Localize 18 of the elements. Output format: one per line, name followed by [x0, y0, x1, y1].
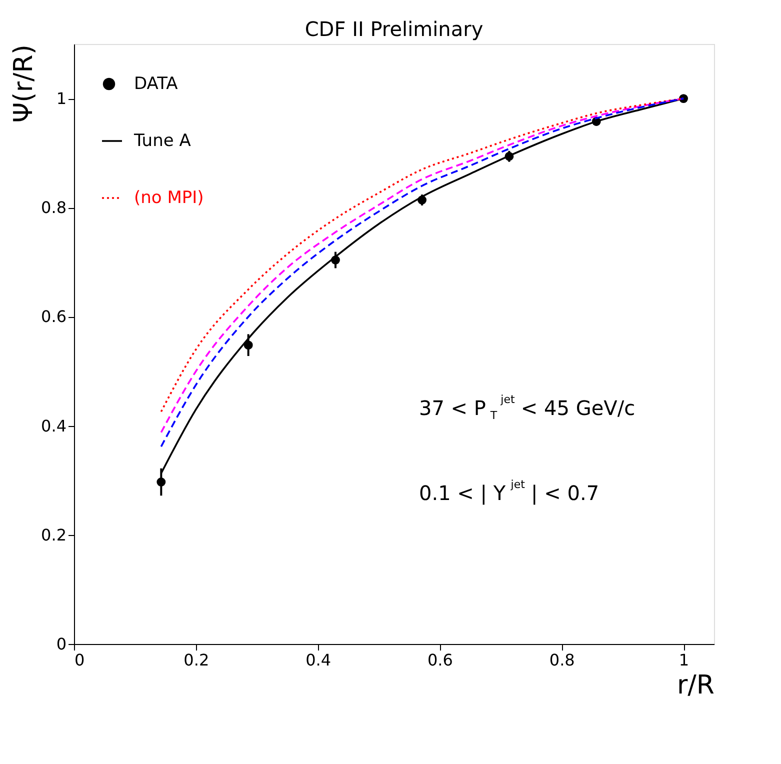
x-tick-label: 1 [678, 650, 690, 670]
y-axis-title: Ψ(r/R) [9, 44, 40, 123]
y-tick-label: 0.8 [41, 198, 66, 218]
legend-label: (no MPI) [134, 188, 204, 208]
x-tick-label: 0.6 [427, 650, 453, 670]
y-tick-label: 0 [56, 634, 66, 654]
y-tick-label: 1 [56, 89, 66, 108]
legend-label: DATA [134, 74, 178, 94]
x-tick-label: 0.2 [184, 650, 210, 670]
chart-title: CDF II Preliminary [304, 17, 484, 41]
x-tick-label: 0 [74, 650, 85, 670]
x-axis-title: r/R [676, 670, 714, 700]
y-tick-label: 0.6 [41, 307, 66, 326]
x-tick-label: 0.4 [306, 650, 332, 670]
legend-label: Tune A [133, 131, 192, 151]
x-tick-label: 0.8 [549, 650, 575, 670]
y-tick-label: 0.4 [41, 416, 66, 436]
y-tick-label: 0.2 [41, 525, 66, 544]
